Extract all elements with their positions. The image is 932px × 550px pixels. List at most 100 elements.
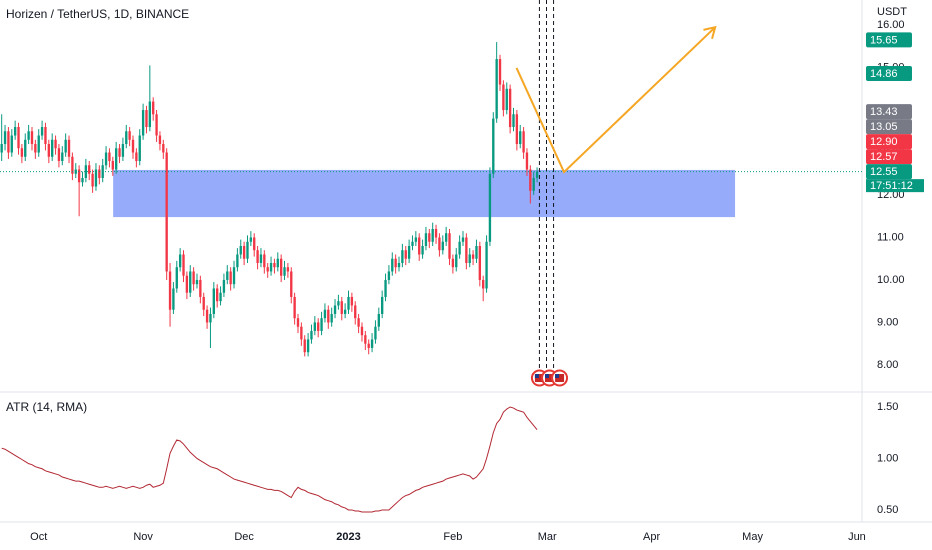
candle-body bbox=[303, 339, 306, 353]
candle-body bbox=[532, 178, 535, 191]
candle-body bbox=[17, 127, 20, 149]
candle-body bbox=[256, 250, 259, 263]
candle-body bbox=[125, 131, 128, 145]
support-zone bbox=[113, 169, 736, 218]
candle-body bbox=[138, 135, 141, 162]
candle-body bbox=[411, 241, 414, 246]
candle-body bbox=[47, 144, 51, 157]
candle-body bbox=[54, 139, 57, 149]
candle-body bbox=[81, 178, 84, 183]
y-tick-label: 16.00 bbox=[877, 19, 905, 31]
candle-body bbox=[488, 173, 492, 242]
price-badge bbox=[866, 32, 912, 48]
candle-body bbox=[343, 309, 347, 314]
candle-body bbox=[121, 144, 125, 157]
candle-body bbox=[421, 245, 424, 255]
y-tick-label: 8.00 bbox=[877, 359, 898, 371]
candle-body bbox=[333, 305, 337, 314]
candle-body bbox=[61, 152, 64, 162]
candle-body bbox=[414, 237, 418, 242]
candle-body bbox=[34, 144, 37, 153]
candle-body bbox=[249, 237, 253, 242]
candle-body bbox=[300, 326, 303, 340]
candle-body bbox=[397, 262, 401, 268]
candle-body bbox=[367, 343, 370, 348]
price-badge bbox=[866, 134, 912, 150]
flag-icon bbox=[544, 374, 554, 382]
candle-body bbox=[485, 241, 488, 289]
candle-body bbox=[98, 169, 101, 179]
x-tick-label: Mar bbox=[538, 531, 557, 543]
candle-body bbox=[104, 152, 108, 166]
currency: USDT bbox=[877, 6, 907, 18]
flag-icon bbox=[555, 374, 560, 378]
countdown-badge bbox=[866, 179, 924, 193]
candle-body bbox=[471, 254, 475, 259]
x-tick-label: Feb bbox=[443, 531, 462, 543]
candle-body bbox=[323, 309, 327, 319]
x-tick-label: May bbox=[742, 531, 763, 543]
y-tick-label: 11.00 bbox=[877, 231, 904, 243]
chart-title: Horizen / TetherUS, 1D, BINANCE bbox=[6, 7, 189, 21]
candle-body bbox=[219, 292, 222, 302]
candle-body bbox=[434, 228, 438, 238]
candle-body bbox=[266, 267, 269, 272]
candle-body bbox=[226, 271, 229, 280]
candle-body bbox=[10, 135, 13, 153]
candle-body bbox=[111, 161, 114, 170]
candle-body bbox=[286, 267, 290, 272]
candle-body bbox=[162, 144, 165, 153]
candle-body bbox=[505, 88, 508, 111]
candle-body bbox=[327, 309, 330, 323]
price-badge bbox=[866, 164, 912, 180]
y-tick-label: 10.00 bbox=[877, 274, 905, 286]
candle-body bbox=[451, 258, 455, 268]
flag-icon bbox=[555, 374, 565, 382]
candle-body bbox=[310, 330, 313, 340]
candle-body bbox=[192, 271, 195, 285]
candle-body bbox=[94, 169, 98, 187]
arrow-head bbox=[703, 25, 717, 40]
indicator-title: ATR (14, RMA) bbox=[6, 400, 87, 414]
price-badge-label: 13.05 bbox=[870, 121, 898, 133]
candle-body bbox=[3, 131, 7, 145]
candle-body bbox=[401, 250, 404, 263]
candle-body bbox=[212, 288, 215, 314]
candle-body bbox=[394, 258, 397, 268]
candle-body bbox=[273, 262, 276, 268]
candle-body bbox=[404, 250, 407, 259]
candle-body bbox=[478, 245, 482, 280]
candle-body bbox=[428, 233, 431, 242]
candle-body bbox=[141, 110, 145, 136]
candle-body bbox=[495, 59, 498, 119]
candle-body bbox=[108, 152, 111, 162]
flag-icon bbox=[534, 374, 539, 378]
candle-body bbox=[444, 233, 448, 242]
x-tick-label: Oct bbox=[30, 531, 47, 543]
y-tick-label: 0.50 bbox=[877, 504, 898, 516]
candle-body bbox=[229, 271, 232, 285]
price-badge bbox=[866, 104, 912, 120]
candle-body bbox=[448, 233, 451, 259]
candle-body bbox=[492, 118, 495, 174]
candle-body bbox=[51, 139, 54, 157]
candle-body bbox=[424, 233, 428, 246]
x-tick-label: Nov bbox=[133, 531, 153, 543]
candle-body bbox=[441, 241, 444, 251]
candle-body bbox=[114, 148, 118, 170]
candle-body bbox=[354, 305, 357, 319]
candle-body bbox=[320, 318, 323, 331]
candle-body bbox=[0, 144, 3, 153]
candle-body bbox=[455, 254, 458, 268]
candle-body bbox=[293, 296, 296, 319]
price-badge-label: 12.55 bbox=[870, 166, 898, 178]
candle-body bbox=[84, 165, 88, 179]
candle-body bbox=[165, 152, 168, 272]
candle-body bbox=[239, 245, 242, 255]
price-badge-label: 12.57 bbox=[870, 151, 898, 163]
candle-body bbox=[37, 135, 40, 153]
candle-body bbox=[27, 131, 30, 140]
candle-body bbox=[330, 313, 333, 323]
candle-body bbox=[535, 171, 539, 179]
candle-body bbox=[461, 237, 465, 242]
